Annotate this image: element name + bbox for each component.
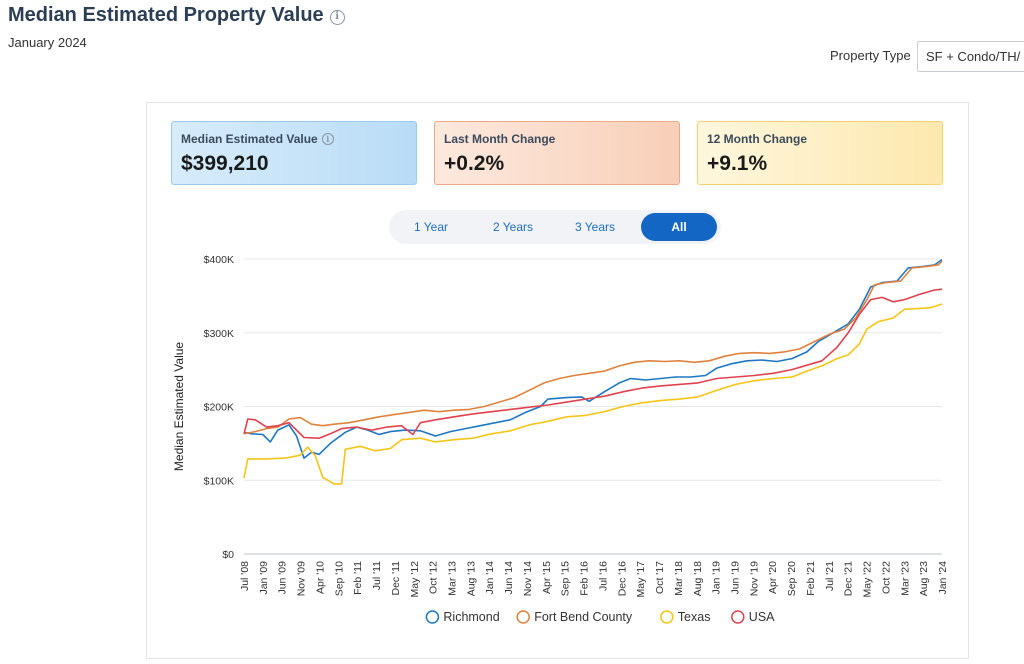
legend-marker	[731, 610, 745, 624]
x-tick-label: Aug '18	[692, 561, 704, 596]
x-tick-label: Aug '13	[465, 561, 477, 596]
series-line-texas	[243, 303, 943, 485]
page-title-text: Median Estimated Property Value	[8, 4, 324, 26]
x-tick-label: Sep '15	[560, 561, 572, 596]
x-tick-label: Jun '19	[729, 561, 741, 595]
legend-label: Fort Bend County	[534, 610, 633, 624]
legend-marker	[660, 610, 674, 624]
x-tick-label: Jun '09	[277, 561, 289, 595]
legend-label: Richmond	[443, 610, 499, 624]
x-tick-label: May '22	[862, 561, 874, 598]
range-button-1-year[interactable]: 1 Year	[393, 213, 469, 241]
range-button-2-years[interactable]: 2 Years	[475, 213, 551, 241]
range-button-all[interactable]: All	[641, 213, 717, 241]
y-axis-title: Median Estimated Value	[172, 342, 186, 472]
y-tick-label: $100K	[204, 475, 234, 487]
y-tick-label: $0	[222, 549, 234, 561]
x-tick-label: Jan '19	[711, 561, 723, 595]
page-date: January 2024	[8, 35, 87, 50]
stat-value: $399,210	[181, 152, 269, 175]
series-line-fort-bend-county	[243, 260, 943, 435]
property-type-select[interactable]: SF + Condo/TH/	[917, 41, 1024, 72]
x-tick-label: Apr '10	[314, 561, 326, 594]
legend-marker	[425, 610, 440, 624]
x-tick-label: Jan '14	[484, 561, 496, 595]
x-tick-label: Jul '08	[239, 561, 251, 591]
page-title: Median Estimated Property Value i	[8, 4, 345, 27]
x-tick-label: Oct '22	[880, 561, 892, 594]
stat-value: +0.2%	[444, 152, 505, 175]
x-tick-label: Dec '16	[616, 561, 628, 596]
x-tick-label: Mar '18	[673, 561, 685, 596]
range-button-3-years[interactable]: 3 Years	[557, 213, 633, 241]
x-tick-label: Feb '11	[352, 561, 364, 595]
series-line-usa	[243, 288, 943, 439]
line-chart: $0 $100K $200K $300K $400K Median Estimated V…	[172, 254, 949, 624]
x-tick-label: Jul '11	[371, 561, 383, 590]
y-tick-label: $200K	[204, 402, 234, 414]
legend-label: Texas	[678, 610, 711, 624]
x-tick-label: Nov '09	[296, 561, 308, 596]
x-tick-label: Nov '19	[748, 561, 760, 596]
x-tick-label: Feb '16	[579, 561, 591, 596]
x-tick-label: Mar '23	[899, 561, 911, 596]
legend-item-usa[interactable]: USA	[731, 610, 775, 624]
x-tick-label: May '12	[409, 561, 421, 598]
x-tick-label: Apr '20	[767, 561, 779, 594]
x-tick-label: Apr '15	[541, 561, 553, 594]
stat-value: +9.1%	[707, 152, 768, 175]
x-tick-label: Aug '23	[918, 561, 930, 596]
stat-label: Last Month Change	[444, 132, 556, 146]
x-tick-label: Dec '21	[843, 561, 855, 596]
legend-item-texas[interactable]: Texas	[660, 610, 711, 624]
x-tick-label: Jan '24	[937, 561, 949, 595]
y-tick-label: $300K	[204, 328, 234, 340]
x-tick-label: Nov '14	[522, 561, 534, 596]
x-tick-label: Mar '13	[447, 561, 459, 596]
x-tick-label: Oct '12	[428, 561, 440, 594]
stat-card-last-month: Last Month Change +0.2%	[434, 121, 680, 185]
property-type-label: Property Type	[830, 48, 911, 63]
stat-label: Median Estimated Value i	[181, 132, 416, 146]
legend-item-fort-bend-county[interactable]: Fort Bend County	[516, 610, 633, 624]
chart-card: Median Estimated Value i $399,210 Last Mo…	[146, 102, 969, 659]
x-tick-label: Jun '14	[503, 561, 515, 595]
range-selector: 1 Year 2 Years 3 Years All	[389, 210, 721, 244]
y-tick-label: $400K	[204, 254, 234, 266]
x-tick-label: Jul '16	[597, 561, 609, 591]
legend-marker	[516, 610, 530, 624]
info-icon[interactable]: i	[321, 133, 334, 145]
x-tick-label: Sep '10	[333, 561, 345, 596]
x-tick-label: Dec '11	[390, 561, 402, 596]
stat-card-median-value: Median Estimated Value i $399,210	[171, 121, 417, 185]
stat-card-12-month: 12 Month Change +9.1%	[697, 121, 943, 185]
x-tick-label: Jul '21	[824, 561, 836, 591]
legend-item-richmond[interactable]: Richmond	[425, 610, 500, 624]
x-tick-label: Sep '20	[786, 561, 798, 596]
x-tick-label: Jan '09	[258, 561, 270, 595]
stat-label: 12 Month Change	[707, 132, 808, 146]
info-icon[interactable]: i	[329, 10, 345, 25]
legend-label: USA	[749, 610, 775, 624]
stat-label-text: Median Estimated Value	[181, 132, 318, 146]
x-tick-label: May '17	[635, 561, 647, 598]
x-tick-label: Feb '21	[805, 561, 817, 596]
x-tick-label: Oct '17	[654, 561, 666, 594]
